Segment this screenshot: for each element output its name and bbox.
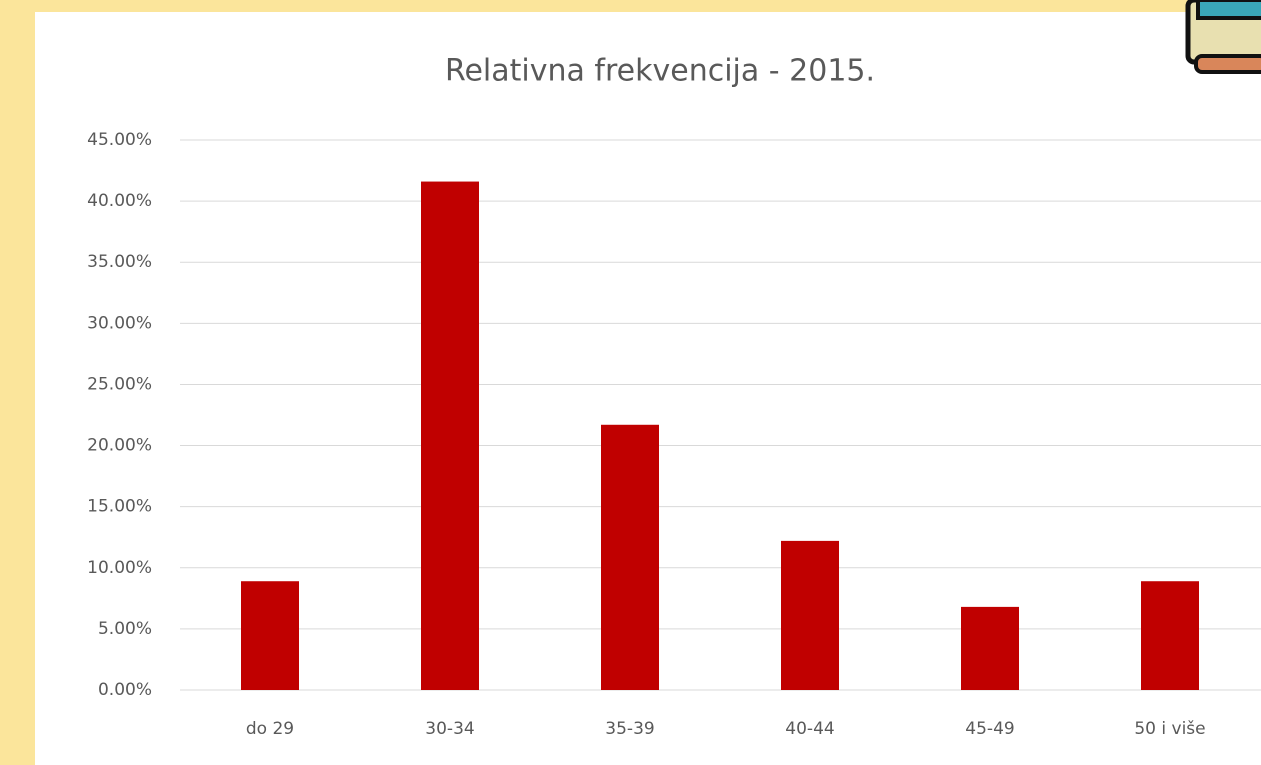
y-tick-label: 30.00% bbox=[87, 313, 152, 333]
y-tick-label: 25.00% bbox=[87, 374, 152, 394]
y-tick-label: 20.00% bbox=[87, 436, 152, 456]
x-tick-label: 50 i više bbox=[1134, 719, 1205, 739]
y-tick-label: 5.00% bbox=[98, 619, 152, 639]
book-icon bbox=[1185, 0, 1261, 74]
bar bbox=[961, 606, 1019, 690]
y-tick-label: 0.00% bbox=[98, 680, 152, 700]
y-tick-label: 15.00% bbox=[87, 497, 152, 517]
chart-title: Relativna frekvencija - 2015. bbox=[445, 54, 875, 89]
y-tick-label: 35.00% bbox=[87, 252, 152, 272]
x-tick-label: 45-49 bbox=[965, 719, 1014, 739]
y-tick-label: 40.00% bbox=[87, 191, 152, 211]
bar bbox=[1141, 581, 1199, 690]
x-tick-label: 35-39 bbox=[605, 719, 654, 739]
y-tick-label: 45.00% bbox=[87, 130, 152, 150]
bar bbox=[781, 540, 839, 690]
x-tick-label: 40-44 bbox=[785, 719, 834, 739]
x-tick-label: 30-34 bbox=[425, 719, 474, 739]
x-tick-label: do 29 bbox=[246, 719, 294, 739]
bar bbox=[601, 424, 659, 690]
y-tick-label: 10.00% bbox=[87, 558, 152, 578]
bar bbox=[421, 181, 479, 691]
bar bbox=[241, 581, 299, 690]
